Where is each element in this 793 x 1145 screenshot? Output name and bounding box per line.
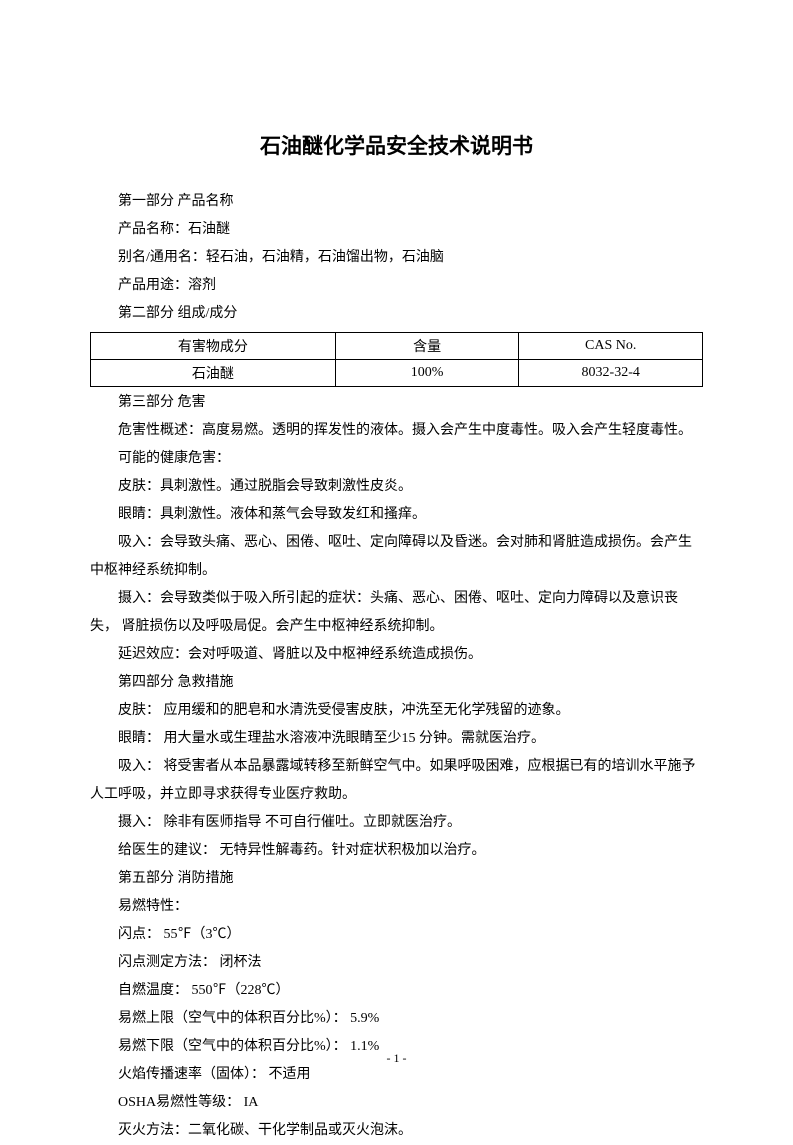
td-ingredient: 石油醚 — [91, 360, 336, 387]
hazard-eye: 眼睛：具刺激性。液体和蒸气会导致发红和搔痒。 — [90, 501, 703, 529]
product-use: 产品用途：溶剂 — [90, 272, 703, 300]
firstaid-skin: 皮肤： 应用缓和的肥皂和水清洗受侵害皮肤，冲洗至无化学残留的迹象。 — [90, 697, 703, 725]
composition-table: 有害物成分 含量 CAS No. 石油醚 100% 8032-32-4 — [90, 332, 703, 387]
section2-heading: 第二部分 组成/成分 — [90, 300, 703, 328]
hazard-delayed: 延迟效应：会对呼吸道、肾脏以及中枢神经系统造成损伤。 — [90, 641, 703, 669]
flammable-label: 易燃特性： — [90, 893, 703, 921]
firstaid-eye: 眼睛： 用大量水或生理盐水溶液冲洗眼睛至少15 分钟。需就医治疗。 — [90, 725, 703, 753]
hazard-skin: 皮肤：具刺激性。通过脱脂会导致刺激性皮炎。 — [90, 473, 703, 501]
hazard-inhale: 吸入：会导致头痛、恶心、困倦、呕吐、定向障碍以及昏迷。会对肺和肾脏造成损伤。会产… — [90, 529, 703, 585]
osha-class: OSHA易燃性等级： IA — [90, 1089, 703, 1117]
section4-heading: 第四部分 急救措施 — [90, 669, 703, 697]
section1-heading: 第一部分 产品名称 — [90, 188, 703, 216]
flammable-upper: 易燃上限（空气中的体积百分比%）： 5.9% — [90, 1005, 703, 1033]
section3-heading: 第三部分 危害 — [90, 389, 703, 417]
hazard-ingest: 摄入：会导致类似于吸入所引起的症状：头痛、恶心、困倦、呕吐、定向力障碍以及意识丧… — [90, 585, 703, 641]
autoignition: 自燃温度： 550℉（228℃） — [90, 977, 703, 1005]
extinguish-method: 灭火方法：二氧化碳、干化学制品或灭火泡沫。 — [90, 1117, 703, 1145]
td-content: 100% — [335, 360, 519, 387]
table-row: 有害物成分 含量 CAS No. — [91, 333, 703, 360]
document-title: 石油醚化学品安全技术说明书 — [90, 130, 703, 160]
firstaid-inhale: 吸入： 将受害者从本品暴露域转移至新鲜空气中。如果呼吸困难，应根据已有的培训水平… — [90, 753, 703, 809]
th-cas: CAS No. — [519, 333, 703, 360]
product-alias: 别名/通用名：轻石油，石油精，石油馏出物，石油脑 — [90, 244, 703, 272]
section5-heading: 第五部分 消防措施 — [90, 865, 703, 893]
th-content: 含量 — [335, 333, 519, 360]
flash-method: 闪点测定方法： 闭杯法 — [90, 949, 703, 977]
product-name: 产品名称：石油醚 — [90, 216, 703, 244]
td-cas: 8032-32-4 — [519, 360, 703, 387]
flash-point: 闪点： 55℉（3℃） — [90, 921, 703, 949]
firstaid-doctor: 给医生的建议： 无特异性解毒药。针对症状积极加以治疗。 — [90, 837, 703, 865]
table-row: 石油醚 100% 8032-32-4 — [91, 360, 703, 387]
th-ingredient: 有害物成分 — [91, 333, 336, 360]
page-number: - 1 - — [0, 1051, 793, 1066]
hazard-overview: 危害性概述：高度易燃。透明的挥发性的液体。摄入会产生中度毒性。吸入会产生轻度毒性… — [90, 417, 703, 445]
firstaid-ingest: 摄入： 除非有医师指导 不可自行催吐。立即就医治疗。 — [90, 809, 703, 837]
health-hazard-label: 可能的健康危害： — [90, 445, 703, 473]
